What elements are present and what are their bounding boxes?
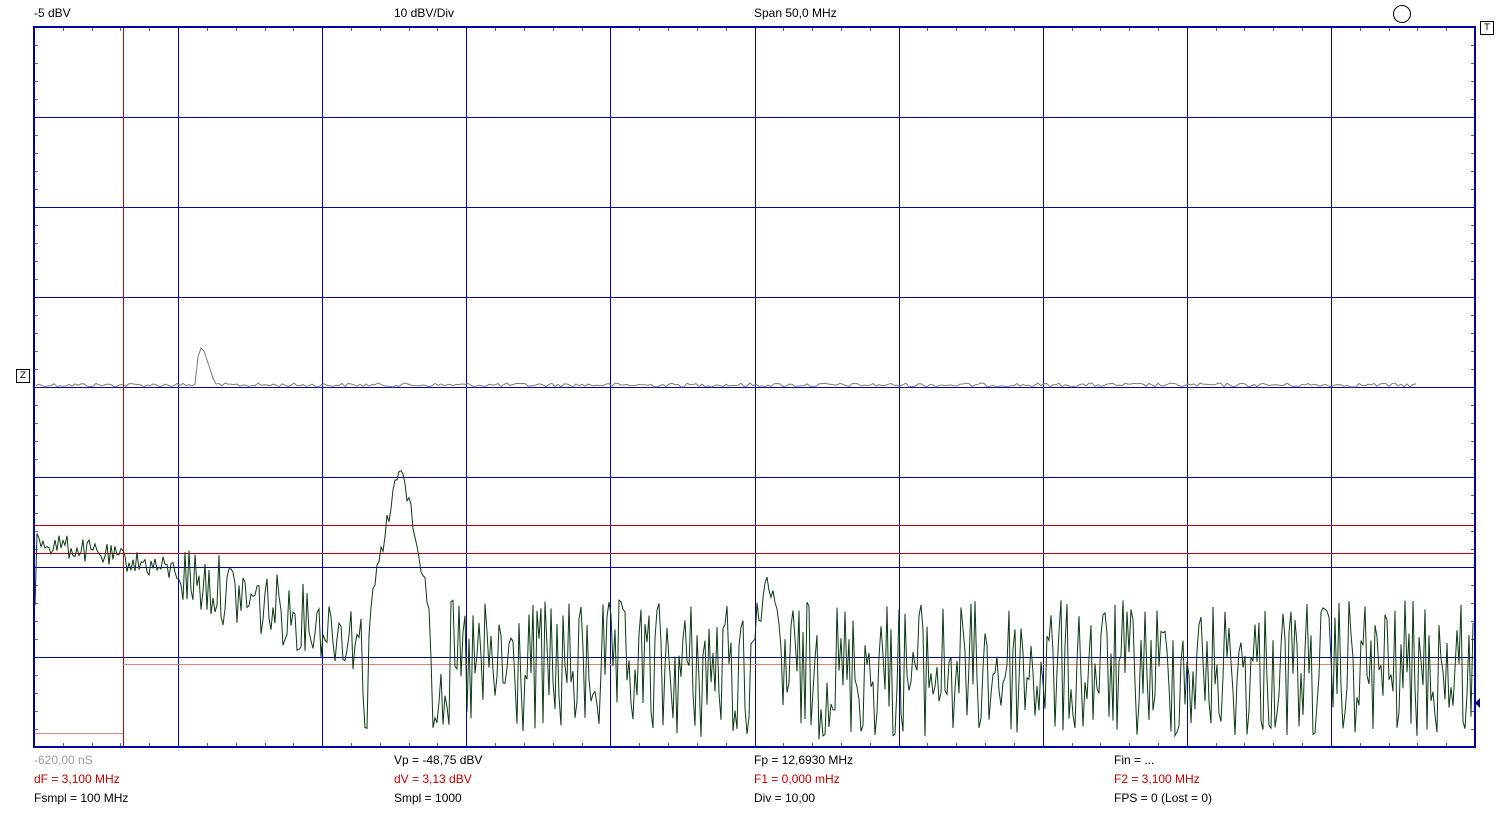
vertical-scale-label: 10 dBV/Div	[394, 6, 455, 20]
span-label: Span 50,0 MHz	[754, 6, 837, 20]
sample-count-readout: Smpl = 1000	[394, 791, 462, 805]
delta-voltage-readout: dV = 3,13 dBV	[394, 772, 472, 786]
spectrum-display[interactable]	[0, 0, 1506, 760]
zero-marker-icon[interactable]: Z	[16, 369, 30, 383]
cursor-lines[interactable]	[34, 27, 1475, 747]
division-readout: Div = 10,00	[754, 791, 816, 805]
peak-frequency-readout: Fp = 12,6930 MHz	[754, 753, 854, 767]
cursor-time-readout: -620,00 nS	[34, 753, 93, 767]
reference-trace	[35, 347, 1417, 388]
fin-readout: Fin = ...	[1114, 753, 1155, 767]
trigger-marker-icon[interactable]: T	[1480, 21, 1494, 35]
plot-frame	[33, 26, 1476, 748]
f2-readout: F2 = 3,100 MHz	[1114, 772, 1200, 786]
circle-icon[interactable]	[1393, 5, 1411, 23]
sample-frequency-readout: Fsmpl = 100 MHz	[34, 791, 129, 805]
level-arrow-icon[interactable]	[1475, 698, 1480, 708]
peak-voltage-readout: Vp = -48,75 dBV	[394, 753, 483, 767]
spectrum-trace	[34, 470, 1474, 740]
delta-frequency-readout: dF = 3,100 MHz	[34, 772, 120, 786]
reference-level-label: -5 dBV	[34, 6, 71, 20]
fps-readout: FPS = 0 (Lost = 0)	[1114, 791, 1213, 805]
f1-readout: F1 = 0,000 mHz	[754, 772, 840, 786]
